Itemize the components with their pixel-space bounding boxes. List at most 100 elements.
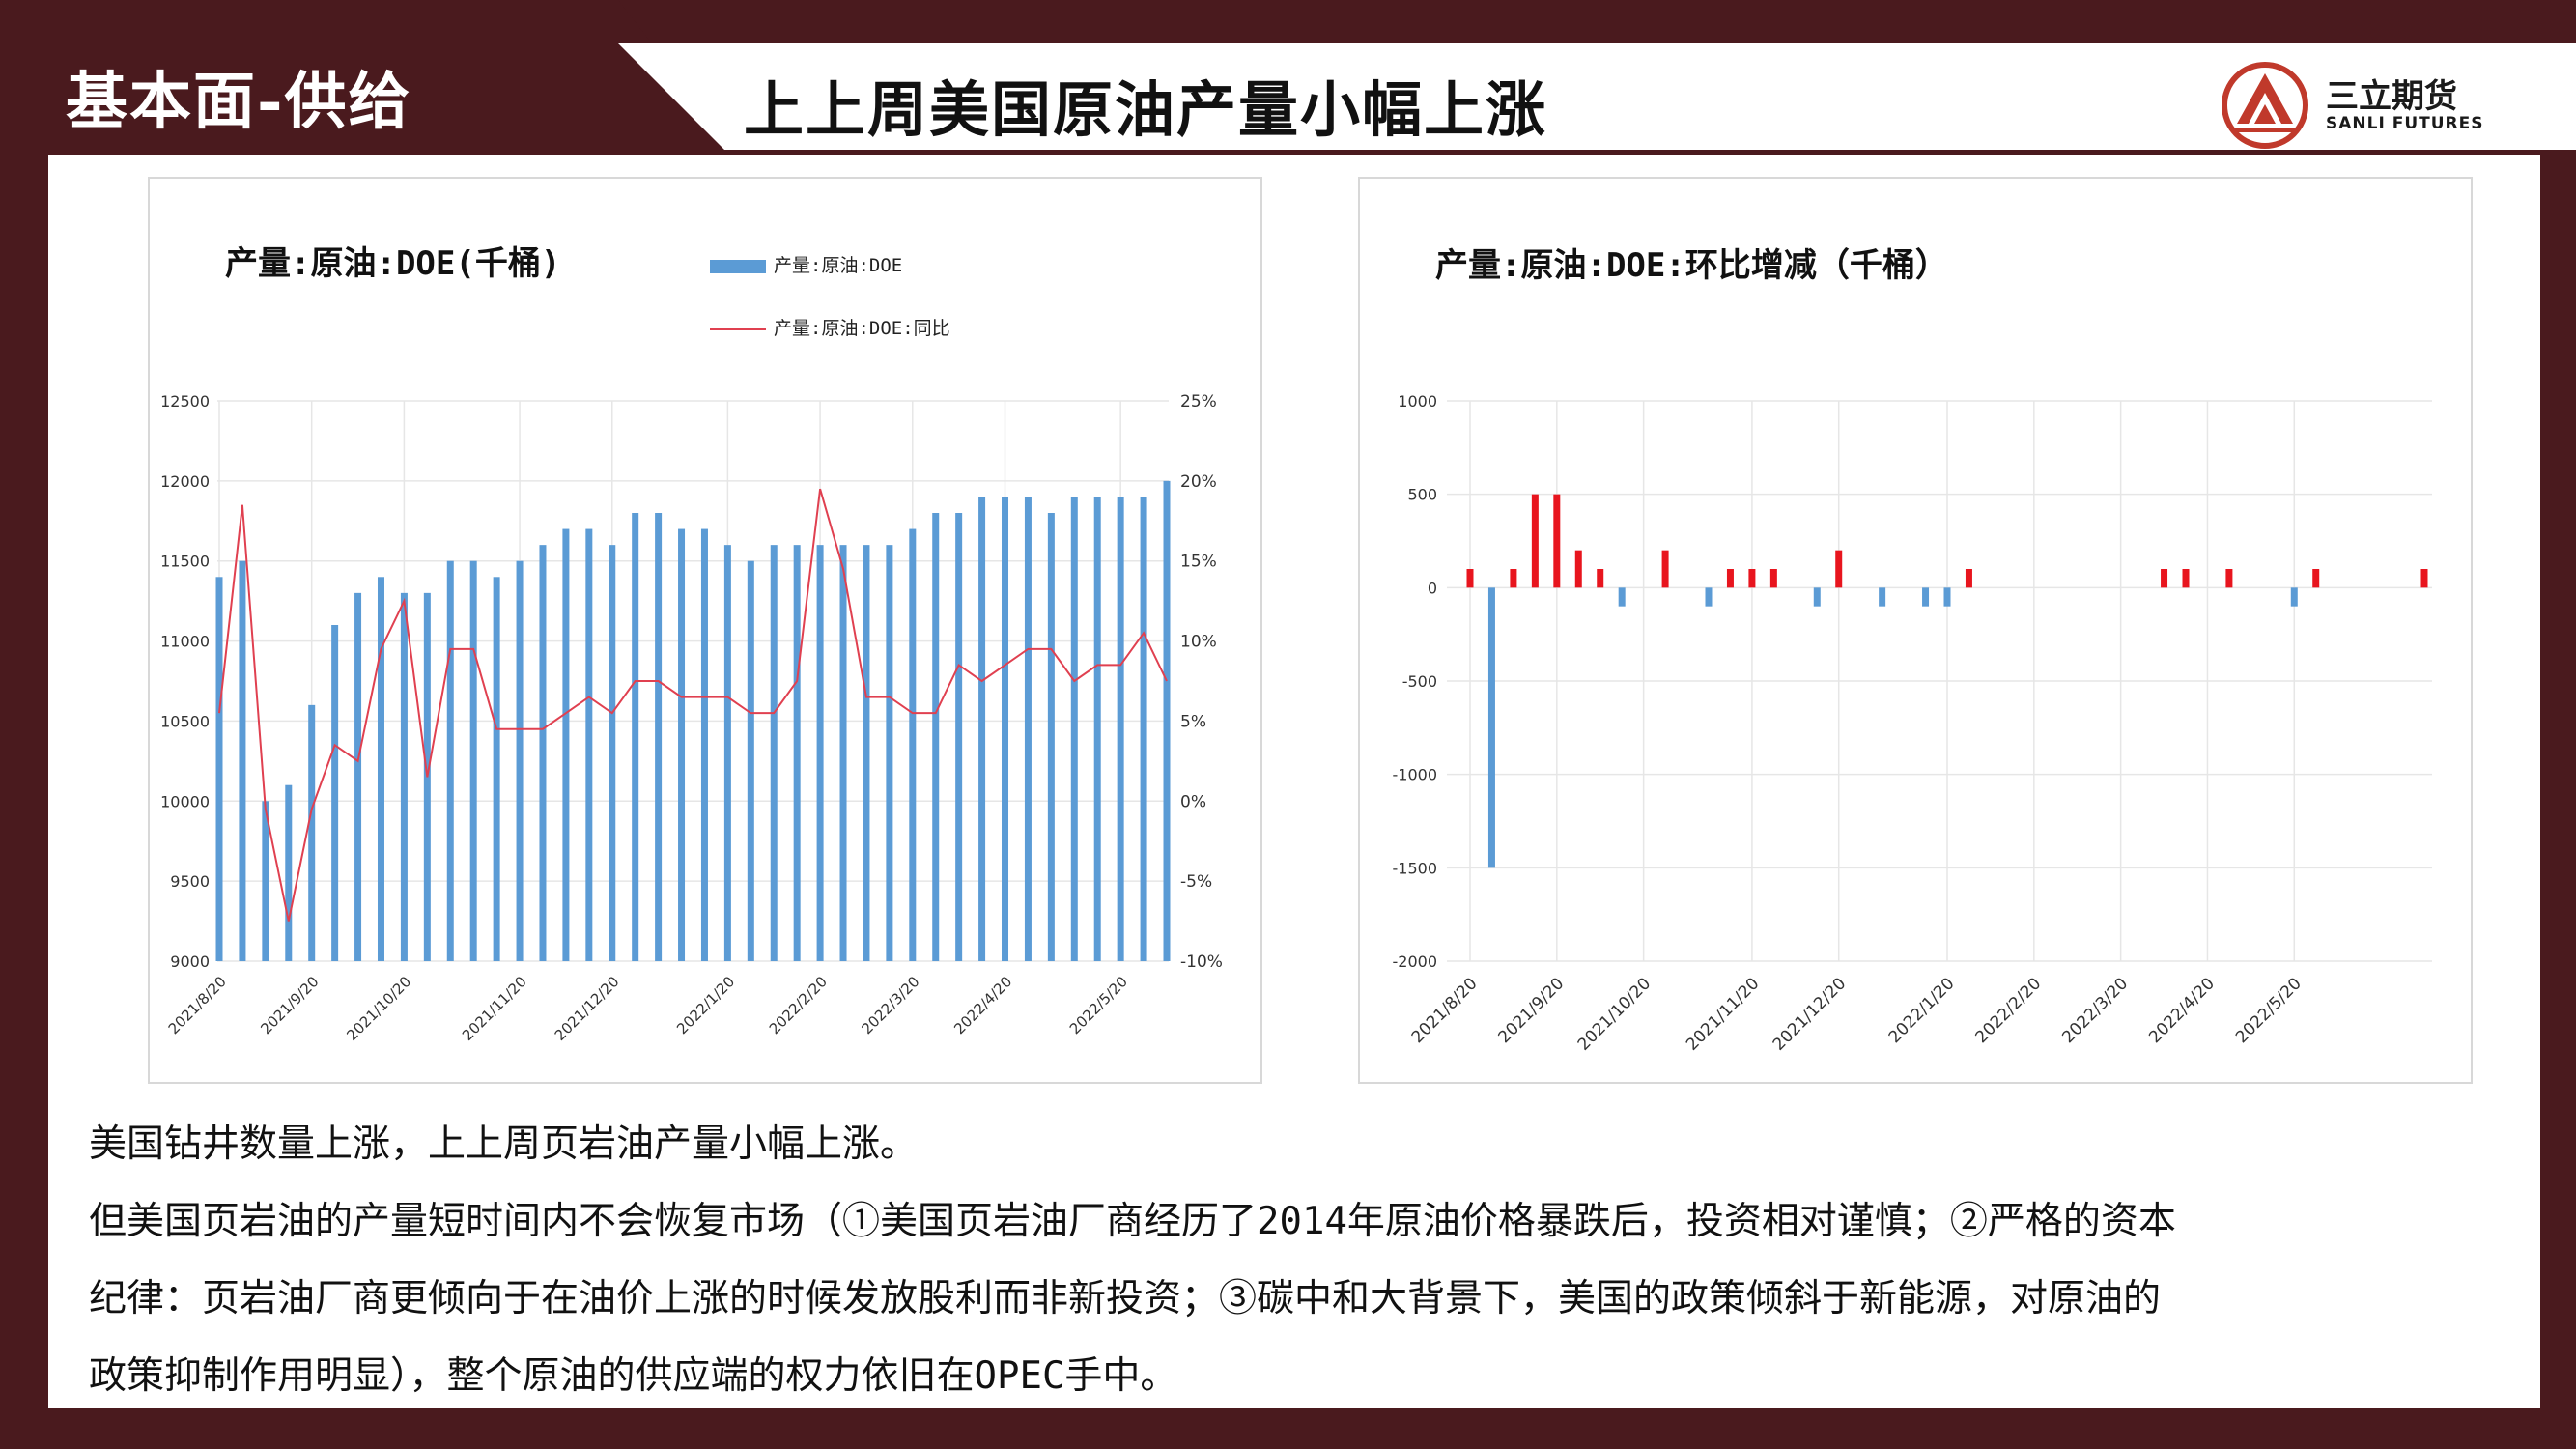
y2-tick-label: 5% <box>1180 712 1206 731</box>
x-tick-label: 2022/1/20 <box>673 973 738 1037</box>
bar-production <box>1093 497 1101 961</box>
bar-increase <box>2312 569 2320 588</box>
change-chart-card: 产量:原油:DOE:环比增减（千桶） 1000 500 0 -500 -1000 -150… <box>1358 177 2473 1084</box>
logo-text-en: SANLI FUTURES <box>2326 114 2484 133</box>
bar-decrease <box>1705 587 1713 607</box>
y-tick-label: 9000 <box>170 952 210 971</box>
bar-production <box>539 545 547 961</box>
bar-decrease <box>1487 587 1495 868</box>
x-tick-label: 2022/1/20 <box>1885 974 1959 1047</box>
logo-text-cn: 三立期货 <box>2326 77 2457 116</box>
x-tick-label: 2022/3/20 <box>859 973 923 1037</box>
bar-increase <box>2182 569 2190 588</box>
y2-tick-label: 20% <box>1180 472 1217 492</box>
y-tick-label: 10500 <box>160 712 210 730</box>
bar-production <box>793 545 801 961</box>
x-tick-label: 2022/5/20 <box>1066 973 1131 1037</box>
bar-production <box>886 545 893 961</box>
y-tick-label: 500 <box>1407 486 1437 504</box>
plot-area <box>217 401 1169 961</box>
bar-production <box>700 528 708 961</box>
y-tick-label: 12500 <box>160 392 210 411</box>
bar-production <box>609 545 616 961</box>
y-tick-label: -500 <box>1402 672 1437 691</box>
y2-tick-label: 10% <box>1180 633 1217 652</box>
y-tick-label: 11500 <box>160 553 210 571</box>
content-panel: 产量:原油:DOE(千桶) 产量:原油:DOE 产量:原油:DOE:同比 900… <box>48 155 2540 1408</box>
analysis-line-4: 政策抑制作用明显），整个原油的供应端的权力依旧在OPEC手中。 <box>89 1354 1178 1398</box>
line-yoy <box>218 488 1168 922</box>
bar-production <box>377 577 384 961</box>
bar-production <box>723 545 731 961</box>
bar-increase <box>1835 550 1843 588</box>
production-chart-card: 产量:原油:DOE(千桶) 产量:原油:DOE 产量:原油:DOE:同比 900… <box>148 177 1262 1084</box>
bar-production <box>955 513 963 961</box>
bar-increase <box>2225 569 2233 588</box>
bar-production <box>932 513 940 961</box>
bar-production <box>978 497 986 961</box>
bar-increase <box>2420 569 2428 588</box>
bar-increase <box>1597 569 1604 588</box>
bar-production <box>446 560 454 961</box>
production-chart-legend: 产量:原油:DOE 产量:原油:DOE:同比 <box>710 251 1000 348</box>
bar-production <box>632 513 639 961</box>
bar-production <box>770 545 778 961</box>
bar-increase <box>1748 569 1756 588</box>
bar-production <box>816 545 824 961</box>
x-tick-label: 2021/9/20 <box>1495 974 1569 1047</box>
bar-production <box>308 704 316 961</box>
x-tick-label: 2022/4/20 <box>950 973 1015 1037</box>
x-tick-label: 2021/8/20 <box>165 973 230 1037</box>
bar-decrease <box>1943 587 1951 607</box>
bar-increase <box>1574 550 1582 588</box>
bar-increase <box>1769 569 1777 588</box>
bar-decrease <box>2290 587 2298 607</box>
x-tick-label: 2022/5/20 <box>2232 974 2306 1047</box>
bar-decrease <box>1922 587 1930 607</box>
x-tick-label: 2021/8/20 <box>1408 974 1482 1047</box>
bar-production <box>262 801 269 961</box>
bar-production <box>562 528 570 961</box>
x-tick-label: 2021/12/20 <box>1769 974 1850 1054</box>
legend-label-production: 产量:原油:DOE <box>774 255 903 276</box>
bar-production <box>1140 497 1147 961</box>
bar-production <box>1117 497 1124 961</box>
x-tick-label: 2021/12/20 <box>552 973 623 1044</box>
bar-production <box>239 560 246 961</box>
change-chart-title: 产量:原油:DOE:环比增减（千桶） <box>1435 246 1948 285</box>
section-label: 基本面-供给 <box>66 66 412 138</box>
y2-tick-label: -10% <box>1180 952 1223 972</box>
bar-production <box>1070 497 1078 961</box>
bar-production <box>747 560 754 961</box>
bar-production <box>655 513 663 961</box>
bar-decrease <box>1879 587 1886 607</box>
y-tick-label: 12000 <box>160 472 210 491</box>
bar-production <box>354 592 362 961</box>
y-tick-label: -2000 <box>1393 952 1438 971</box>
mountain-logo-icon <box>2222 62 2308 149</box>
legend-swatch-line <box>710 327 766 330</box>
bar-increase <box>1553 494 1561 588</box>
bar-production <box>1024 497 1032 961</box>
analysis-text: 美国钻井数量上涨，上上周页岩油产量小幅上涨。 但美国页岩油的产量短时间内不会恢复… <box>89 1106 2484 1415</box>
production-chart: 9000 9500 10000 10500 11000 11500 12000 12500 -1… <box>160 392 1223 1044</box>
legend-label-yoy: 产量:原油:DOE:同比 <box>774 318 950 339</box>
bar-production <box>516 560 524 961</box>
bar-production <box>285 784 293 961</box>
bar-increase <box>1726 569 1734 588</box>
y2-tick-label: -5% <box>1180 872 1212 892</box>
page-title: 上上周美国原油产量小幅上涨 <box>744 74 1548 145</box>
analysis-line-1: 美国钻井数量上涨，上上周页岩油产量小幅上涨。 <box>89 1122 919 1166</box>
bar-increase <box>1531 494 1539 588</box>
y-tick-label: -1000 <box>1393 766 1438 784</box>
bar-production <box>493 577 500 961</box>
x-tick-label: 2021/11/20 <box>1683 974 1763 1054</box>
bar-decrease <box>1618 587 1626 607</box>
y-tick-label: 1000 <box>1398 392 1437 411</box>
x-tick-label: 2022/3/20 <box>2058 974 2132 1047</box>
production-chart-title: 产量:原油:DOE(千桶) <box>225 244 561 283</box>
company-logo: 三立期货 SANLI FUTURES <box>2220 60 2548 151</box>
bar-production <box>331 625 339 961</box>
bar-production <box>839 545 847 961</box>
